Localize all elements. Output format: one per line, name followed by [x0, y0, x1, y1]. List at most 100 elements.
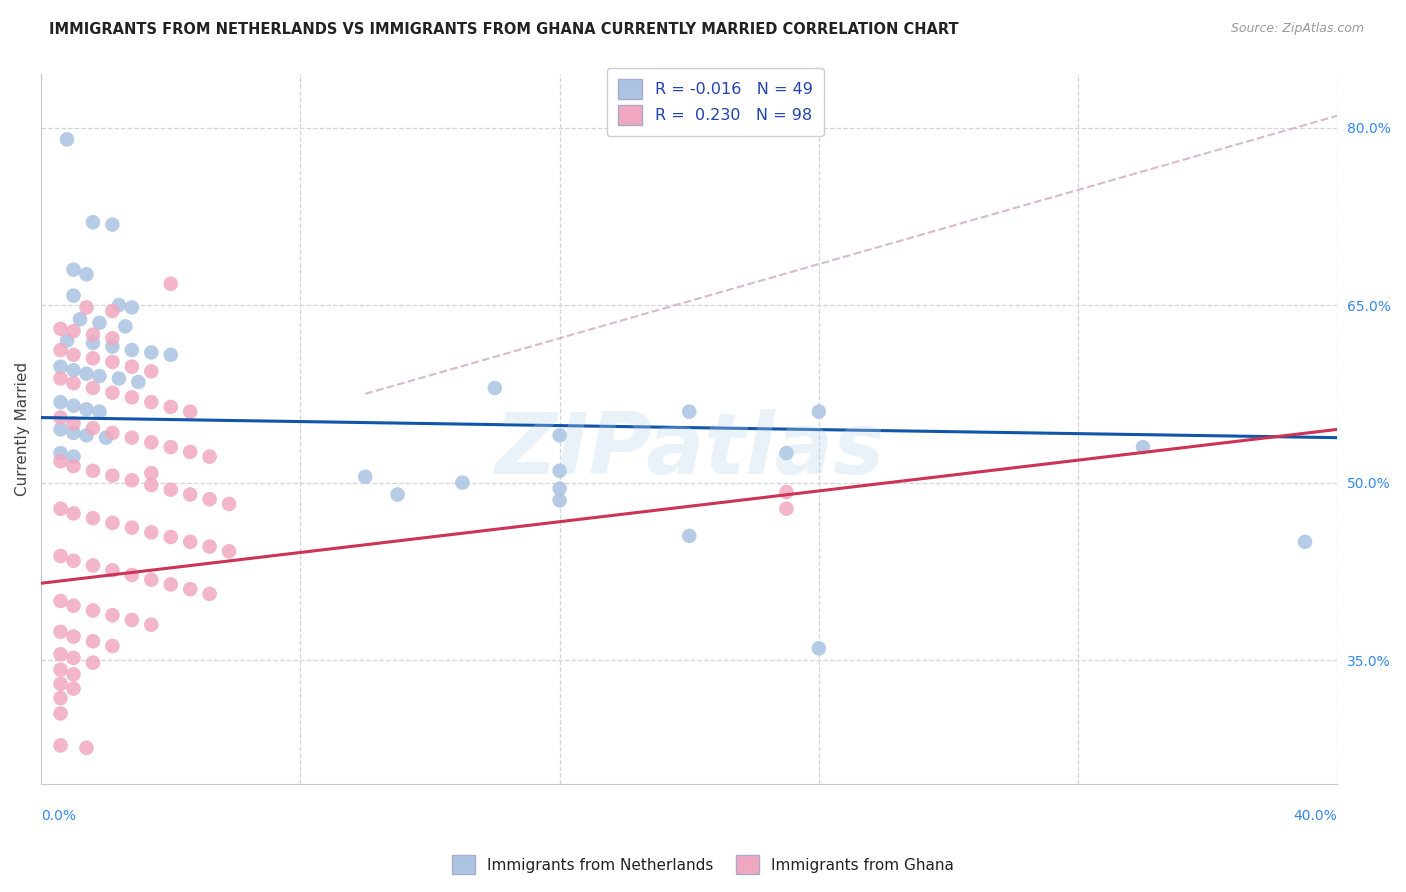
Point: [82, 558, 104, 573]
Text: ZIPatlas: ZIPatlas: [494, 409, 884, 492]
Point: [49, 549, 72, 563]
Point: [141, 435, 163, 450]
Point: [141, 478, 163, 492]
Point: [121, 473, 143, 487]
Point: [108, 298, 131, 312]
Point: [198, 492, 221, 507]
Point: [121, 343, 143, 357]
Point: [159, 277, 181, 291]
Point: [76, 740, 98, 755]
Point: [62, 417, 84, 431]
Point: [62, 507, 84, 521]
Point: [76, 301, 98, 315]
Point: [101, 304, 124, 318]
Point: [49, 343, 72, 357]
Point: [1294, 534, 1316, 549]
Point: [62, 630, 84, 644]
Point: [127, 375, 149, 389]
Point: [218, 497, 240, 511]
Point: [62, 681, 84, 696]
Point: [141, 573, 163, 587]
Point: [121, 568, 143, 582]
Point: [159, 483, 181, 497]
Point: [62, 376, 84, 391]
Point: [49, 594, 72, 608]
Point: [548, 493, 571, 508]
Point: [89, 369, 111, 384]
Point: [82, 421, 104, 435]
Point: [114, 319, 136, 334]
Point: [775, 446, 797, 460]
Point: [49, 359, 72, 374]
Point: [49, 322, 72, 336]
Point: [159, 577, 181, 591]
Point: [141, 617, 163, 632]
Point: [159, 440, 181, 454]
Point: [56, 334, 79, 348]
Point: [82, 603, 104, 617]
Point: [121, 301, 143, 315]
Point: [76, 428, 98, 442]
Point: [101, 639, 124, 653]
Point: [108, 371, 131, 385]
Point: [49, 410, 72, 425]
Point: [141, 466, 163, 480]
Point: [141, 395, 163, 409]
Point: [101, 339, 124, 353]
Legend: R = -0.016   N = 49, R =  0.230   N = 98: R = -0.016 N = 49, R = 0.230 N = 98: [607, 68, 824, 136]
Point: [451, 475, 474, 490]
Point: [548, 464, 571, 478]
Point: [82, 381, 104, 395]
Point: [69, 312, 91, 326]
Point: [179, 404, 201, 418]
Point: [49, 691, 72, 706]
Point: [56, 132, 79, 146]
Point: [387, 487, 409, 501]
Point: [159, 348, 181, 362]
Point: [121, 521, 143, 535]
Point: [121, 391, 143, 405]
Point: [62, 288, 84, 302]
Point: [1132, 440, 1154, 454]
Point: [49, 454, 72, 468]
Point: [179, 534, 201, 549]
Point: [198, 450, 221, 464]
Point: [49, 422, 72, 436]
Point: [484, 381, 506, 395]
Point: [62, 667, 84, 681]
Point: [49, 371, 72, 385]
Point: [807, 641, 830, 656]
Point: [49, 624, 72, 639]
Point: [49, 663, 72, 677]
Point: [82, 511, 104, 525]
Text: Source: ZipAtlas.com: Source: ZipAtlas.com: [1230, 22, 1364, 36]
Point: [807, 404, 830, 418]
Point: [101, 563, 124, 577]
Point: [548, 428, 571, 442]
Point: [62, 450, 84, 464]
Point: [76, 402, 98, 417]
Point: [82, 656, 104, 670]
Point: [101, 331, 124, 345]
Point: [49, 739, 72, 753]
Point: [82, 327, 104, 342]
Point: [49, 647, 72, 661]
Point: [82, 351, 104, 366]
Point: [82, 215, 104, 229]
Point: [101, 355, 124, 369]
Point: [62, 348, 84, 362]
Point: [76, 268, 98, 282]
Point: [775, 501, 797, 516]
Point: [89, 316, 111, 330]
Point: [82, 464, 104, 478]
Point: [49, 446, 72, 460]
Point: [49, 706, 72, 721]
Point: [198, 587, 221, 601]
Point: [62, 324, 84, 338]
Text: 0.0%: 0.0%: [41, 809, 76, 823]
Point: [218, 544, 240, 558]
Point: [62, 554, 84, 568]
Point: [198, 540, 221, 554]
Point: [121, 613, 143, 627]
Point: [62, 650, 84, 665]
